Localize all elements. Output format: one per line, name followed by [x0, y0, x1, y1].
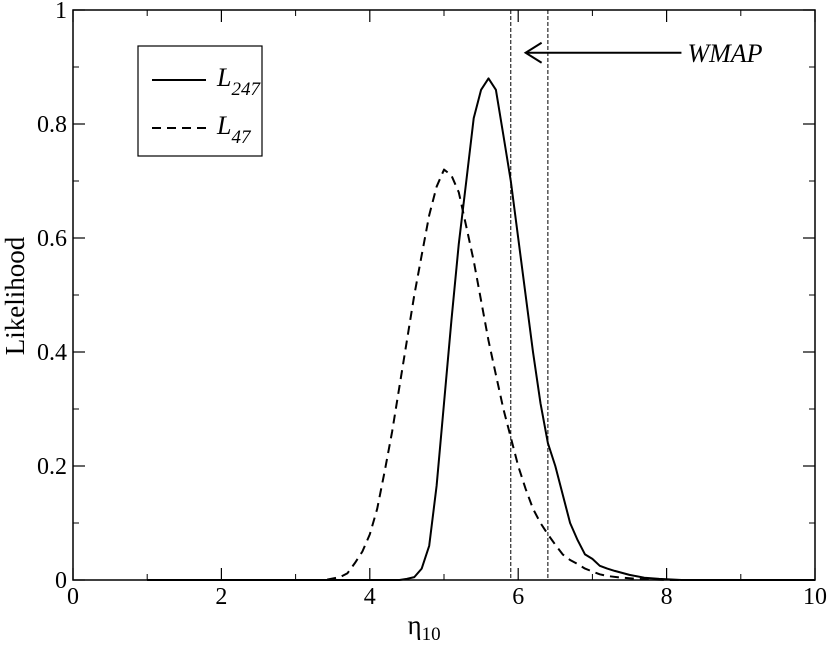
y-tick-label: 0.6 [37, 226, 67, 252]
x-tick-label: 2 [215, 584, 227, 610]
y-tick-label: 1 [55, 0, 67, 24]
y-tick-label: 0.4 [37, 340, 67, 366]
x-tick-label: 8 [661, 584, 673, 610]
x-tick-label: 0 [67, 584, 79, 610]
y-tick-label: 0.8 [37, 112, 67, 138]
axis-ticks: 0 2 4 6 8 10 0 0.2 0.4 0.6 0.8 1 [37, 0, 827, 610]
legend-sub-2: 47 [231, 127, 252, 148]
annotation: WMAP [523, 39, 763, 68]
legend-name-2: L [216, 111, 231, 140]
legend-label-series-2: L47 [216, 111, 252, 148]
y-axis-label: Likelihood [0, 236, 30, 355]
series-line-2 [147, 168, 815, 581]
x-axis-label-main: η [407, 610, 421, 640]
wmap-band-lines [510, 10, 549, 580]
series-line-1 [147, 77, 815, 581]
series-layer [147, 77, 815, 581]
legend-name-1: L [216, 63, 231, 92]
x-axis-label: η10 [407, 610, 440, 645]
y-tick-label: 0.2 [37, 454, 67, 480]
legend-sub-1: 247 [231, 79, 261, 100]
legend: L247 L47 [137, 45, 263, 157]
y-tick-label: 0 [55, 568, 67, 594]
wmap-label: WMAP [687, 39, 762, 68]
legend-box [137, 45, 263, 157]
x-tick-label: 6 [512, 584, 524, 610]
x-tick-label: 4 [364, 584, 376, 610]
legend-label-series-1: L247 [216, 63, 261, 100]
wmap-arrowhead [523, 41, 543, 64]
x-tick-label: 10 [803, 584, 827, 610]
x-axis-label-sub: 10 [422, 624, 441, 645]
